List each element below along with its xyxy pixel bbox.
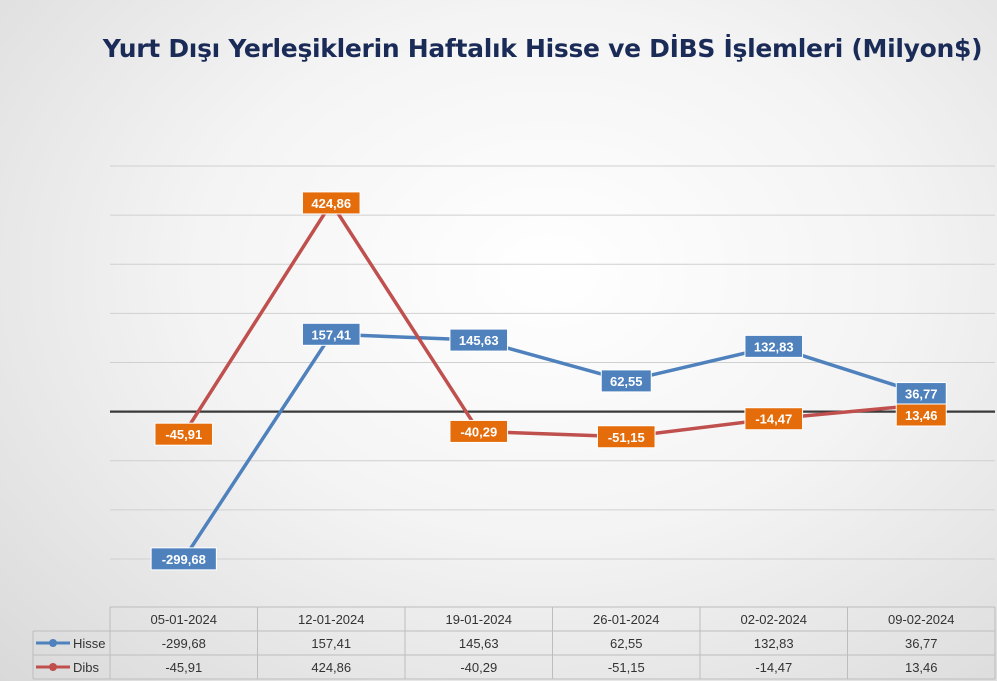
data-label-dibs: 13,46 (905, 408, 938, 423)
table-cell-value: 13,46 (905, 660, 938, 675)
data-label-dibs: 424,86 (311, 196, 351, 211)
data-label-dibs: -14,47 (755, 412, 792, 427)
table-cell-value: -45,91 (165, 660, 202, 675)
data-label-hisse: 157,41 (311, 327, 351, 342)
data-label-hisse: 62,55 (610, 374, 643, 389)
table-cell-value: 145,63 (459, 636, 499, 651)
table-cell-value: -299,68 (162, 636, 206, 651)
x-tick-label: 09-02-2024 (888, 612, 955, 627)
x-tick-label: 26-01-2024 (593, 612, 660, 627)
data-label-hisse: 36,77 (905, 387, 938, 402)
data-label-box (301, 322, 361, 346)
x-tick-label: 19-01-2024 (446, 612, 513, 627)
data-label-hisse: 132,83 (754, 339, 794, 354)
data-label-box (600, 369, 652, 393)
legend-label-dibs: Dibs (73, 660, 100, 675)
data-label-box (744, 334, 804, 358)
series-lines (172, 191, 933, 570)
table-cell-value: 424,86 (311, 660, 351, 675)
data-labels: -299,68 157,41 145,63 62,55 132,83 36,77 -45,9… (150, 191, 947, 571)
table-cell-value: -40,29 (460, 660, 497, 675)
series-line-hisse (182, 332, 924, 561)
data-label-box (596, 425, 656, 449)
data-label-dibs: -40,29 (460, 424, 497, 439)
legend-label-hisse: Hisse (73, 636, 106, 651)
legend-marker-dibs (49, 663, 57, 671)
data-label-hisse: 145,63 (459, 333, 499, 348)
gridlines (110, 165, 995, 560)
chart-title: Yurt Dışı Yerleşiklerin Haftalık Hisse v… (102, 34, 983, 63)
data-label-box (449, 419, 509, 443)
data-label-box (744, 407, 804, 431)
table-cell-value: -51,15 (608, 660, 645, 675)
data-label-box (154, 422, 214, 446)
data-label-hisse: -299,68 (162, 552, 206, 567)
data-label-box (895, 403, 947, 427)
series-line-dibs (182, 201, 924, 439)
table-cell-value: 36,77 (905, 636, 938, 651)
data-table: 05-01-2024 12-01-2024 19-01-2024 26-01-2024… (32, 606, 996, 680)
table-cell-value: 157,41 (311, 636, 351, 651)
x-tick-label: 02-02-2024 (741, 612, 808, 627)
x-tick-label: 05-01-2024 (151, 612, 218, 627)
data-label-box (150, 547, 217, 571)
table-cell-value: -14,47 (755, 660, 792, 675)
x-tick-label: 12-01-2024 (298, 612, 365, 627)
data-label-dibs: -45,91 (165, 427, 202, 442)
table-cell-value: 132,83 (754, 636, 794, 651)
data-label-box (449, 328, 509, 352)
table-cell-value: 62,55 (610, 636, 643, 651)
legend-marker-hisse (49, 639, 57, 647)
data-label-box (301, 191, 361, 215)
data-label-dibs: -51,15 (608, 430, 645, 445)
